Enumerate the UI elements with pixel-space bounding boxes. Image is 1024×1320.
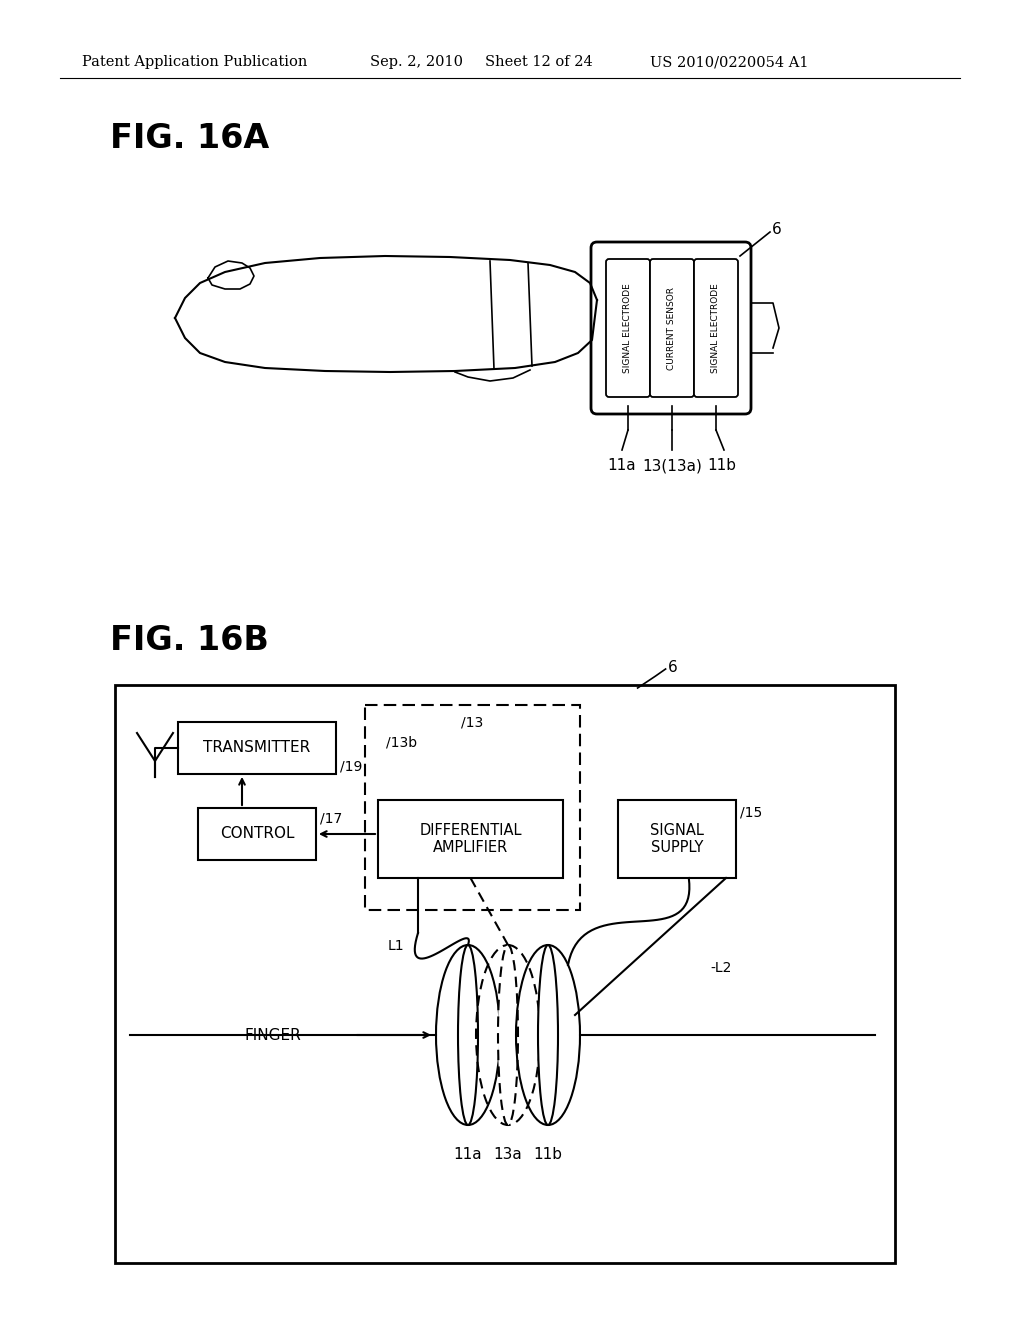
- Ellipse shape: [498, 945, 518, 1125]
- Text: 11a: 11a: [607, 458, 636, 474]
- Bar: [365, 705, 580, 909]
- Text: SIGNAL ELECTRODE: SIGNAL ELECTRODE: [624, 282, 633, 372]
- Text: CONTROL: CONTROL: [220, 826, 294, 842]
- Text: DIFFERENTIAL
AMPLIFIER: DIFFERENTIAL AMPLIFIER: [419, 822, 522, 855]
- Text: Sheet 12 of 24: Sheet 12 of 24: [485, 55, 593, 69]
- Bar: [618, 800, 736, 878]
- Bar: [178, 722, 336, 774]
- Text: SIGNAL ELECTRODE: SIGNAL ELECTRODE: [712, 282, 721, 372]
- FancyBboxPatch shape: [694, 259, 738, 397]
- Text: US 2010/0220054 A1: US 2010/0220054 A1: [650, 55, 809, 69]
- Text: L1: L1: [388, 939, 404, 953]
- Text: 11b: 11b: [534, 1147, 562, 1162]
- Text: Patent Application Publication: Patent Application Publication: [82, 55, 307, 69]
- Text: FIG. 16A: FIG. 16A: [110, 121, 269, 154]
- Text: SIGNAL
SUPPLY: SIGNAL SUPPLY: [650, 822, 703, 855]
- Text: /15: /15: [740, 805, 762, 818]
- Text: CURRENT SENSOR: CURRENT SENSOR: [668, 286, 677, 370]
- Text: FINGER: FINGER: [244, 1027, 301, 1043]
- Text: FIG. 16B: FIG. 16B: [110, 623, 269, 656]
- Text: 13a: 13a: [494, 1147, 522, 1162]
- Text: /19: /19: [340, 759, 362, 774]
- Text: /13: /13: [462, 715, 483, 730]
- Text: /13b: /13b: [386, 737, 417, 750]
- Text: 6: 6: [668, 660, 677, 675]
- Text: /17: /17: [319, 810, 342, 825]
- FancyBboxPatch shape: [650, 259, 694, 397]
- Bar: [198, 808, 316, 861]
- Bar: [378, 800, 563, 878]
- Text: Sep. 2, 2010: Sep. 2, 2010: [370, 55, 463, 69]
- Text: -L2: -L2: [711, 961, 732, 975]
- Text: 13(13a): 13(13a): [642, 458, 701, 474]
- FancyBboxPatch shape: [606, 259, 650, 397]
- Text: 11a: 11a: [454, 1147, 482, 1162]
- FancyBboxPatch shape: [591, 242, 751, 414]
- Text: 6: 6: [772, 223, 781, 238]
- Text: TRANSMITTER: TRANSMITTER: [204, 741, 310, 755]
- Text: 11b: 11b: [708, 458, 736, 474]
- Ellipse shape: [458, 945, 478, 1125]
- Bar: [115, 685, 895, 1263]
- Ellipse shape: [538, 945, 558, 1125]
